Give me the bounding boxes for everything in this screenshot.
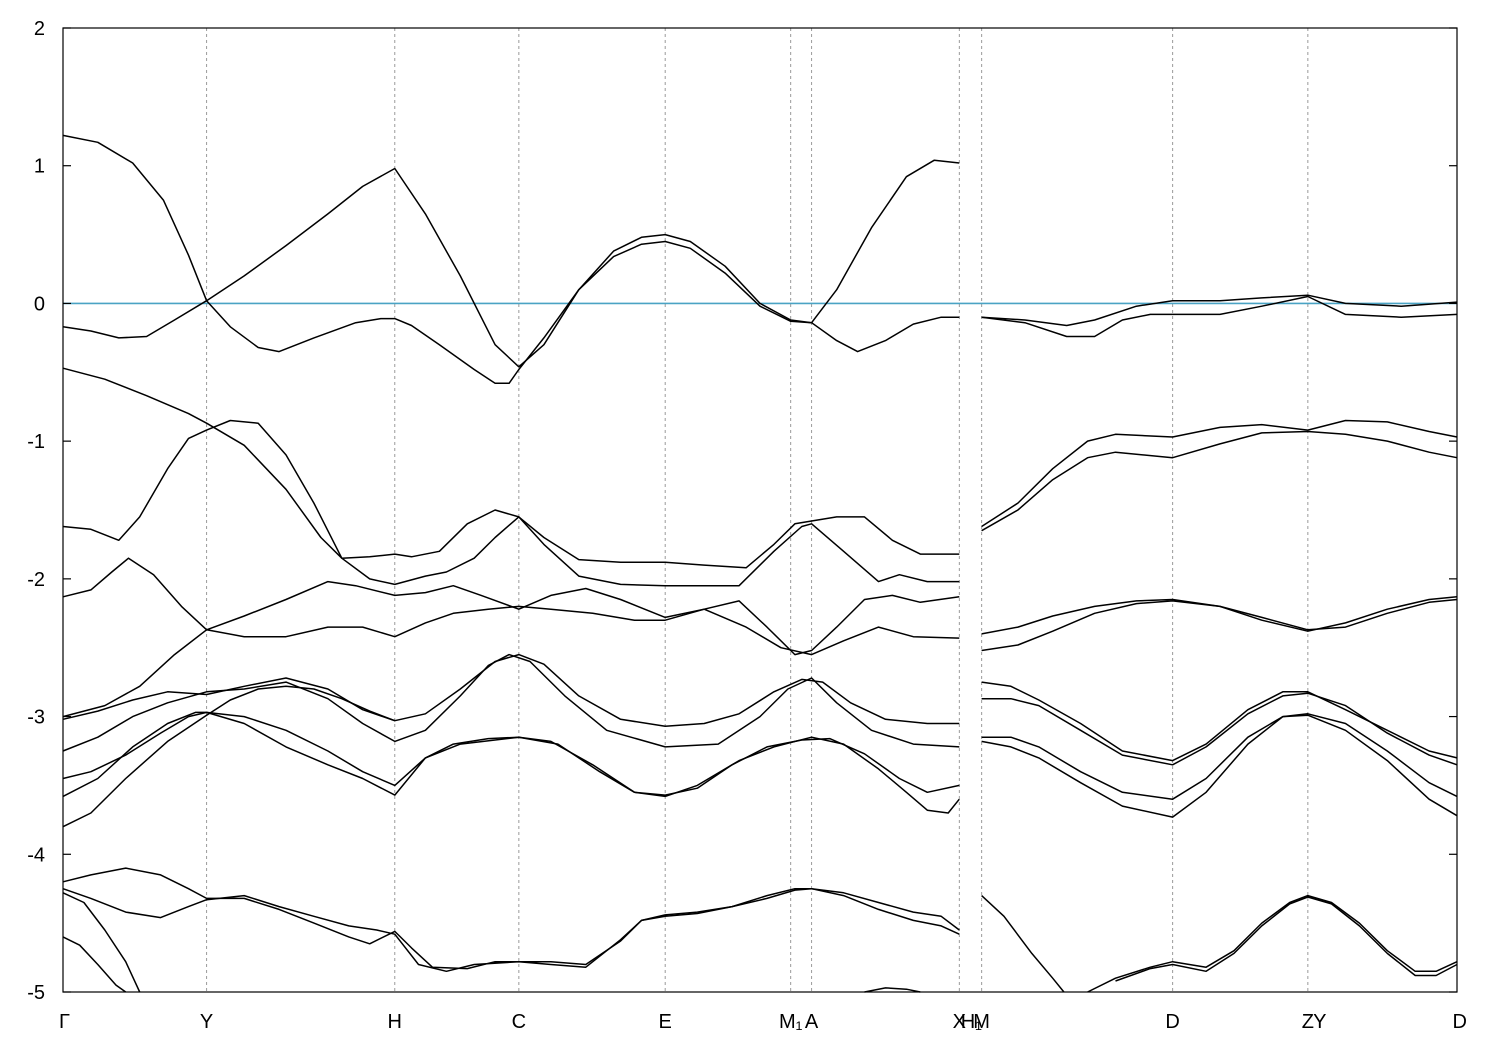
band-line-15 (62, 936, 127, 993)
y-tick-label: -1 (27, 431, 45, 453)
y-tick-label: -5 (27, 982, 45, 1004)
kpoint-label: X (953, 1011, 966, 1033)
kpoint-label: Γ (59, 1011, 70, 1033)
band-line-20 (981, 430, 1458, 532)
band-line-10 (62, 711, 960, 814)
band-line-23 (981, 681, 1458, 762)
kpoint-label: Y (1313, 1011, 1326, 1033)
band-line-21 (981, 596, 1458, 635)
kpoint-label: E (659, 1011, 672, 1033)
band-line-6 (62, 605, 960, 718)
band-line-27 (981, 895, 1065, 993)
band-line-26 (981, 714, 1458, 818)
y-tick-labels: -5 -4 -3 -2 -1 0 1 2 (27, 18, 1457, 1004)
y-tick-label: -4 (27, 844, 45, 866)
band-line-3 (62, 367, 960, 569)
y-tick-label: 0 (34, 293, 45, 315)
plot-frame (62, 27, 1458, 993)
band-line-2 (62, 159, 960, 368)
band-line-14 (62, 892, 141, 993)
axes-frame (62, 27, 1458, 993)
kpoint-label: D (1165, 1011, 1179, 1033)
band-line-28 (1087, 894, 1458, 993)
kpoint-label: H₁ (961, 1011, 982, 1033)
kpoint-label: H (388, 1011, 402, 1033)
band-line-18 (981, 294, 1458, 327)
band-line-13 (62, 887, 960, 973)
kpoint-label: D (1453, 1011, 1467, 1033)
band-line-17 (981, 295, 1458, 338)
band-line-22 (981, 598, 1458, 652)
y-tick-label: 1 (34, 156, 45, 178)
grid-lines (206, 28, 1309, 992)
band-line-24 (981, 692, 1458, 766)
y-tick-label: -3 (27, 707, 45, 729)
band-line-9 (62, 711, 960, 796)
kpoint-label: C (512, 1011, 526, 1033)
band-line-12 (62, 867, 960, 970)
band-lines (62, 134, 1458, 993)
band-line-19 (981, 419, 1458, 528)
band-line-29 (1115, 896, 1458, 982)
band-line-25 (981, 713, 1458, 800)
kpoint-label: M₁ (779, 1011, 803, 1033)
kpoint-label: A (805, 1011, 819, 1033)
band-line-4 (62, 419, 960, 587)
y-tick-label: -2 (27, 569, 45, 591)
kpoint-label: M (973, 1011, 990, 1033)
band-line-16 (864, 987, 921, 993)
y-tick-label: 2 (34, 18, 45, 40)
band-line-5 (62, 557, 960, 656)
band-line-8 (62, 653, 960, 752)
band-line-11 (62, 685, 396, 828)
band-line-1 (62, 134, 960, 385)
kpoint-label: Z (1302, 1011, 1314, 1033)
kpoint-label: Y (200, 1011, 213, 1033)
